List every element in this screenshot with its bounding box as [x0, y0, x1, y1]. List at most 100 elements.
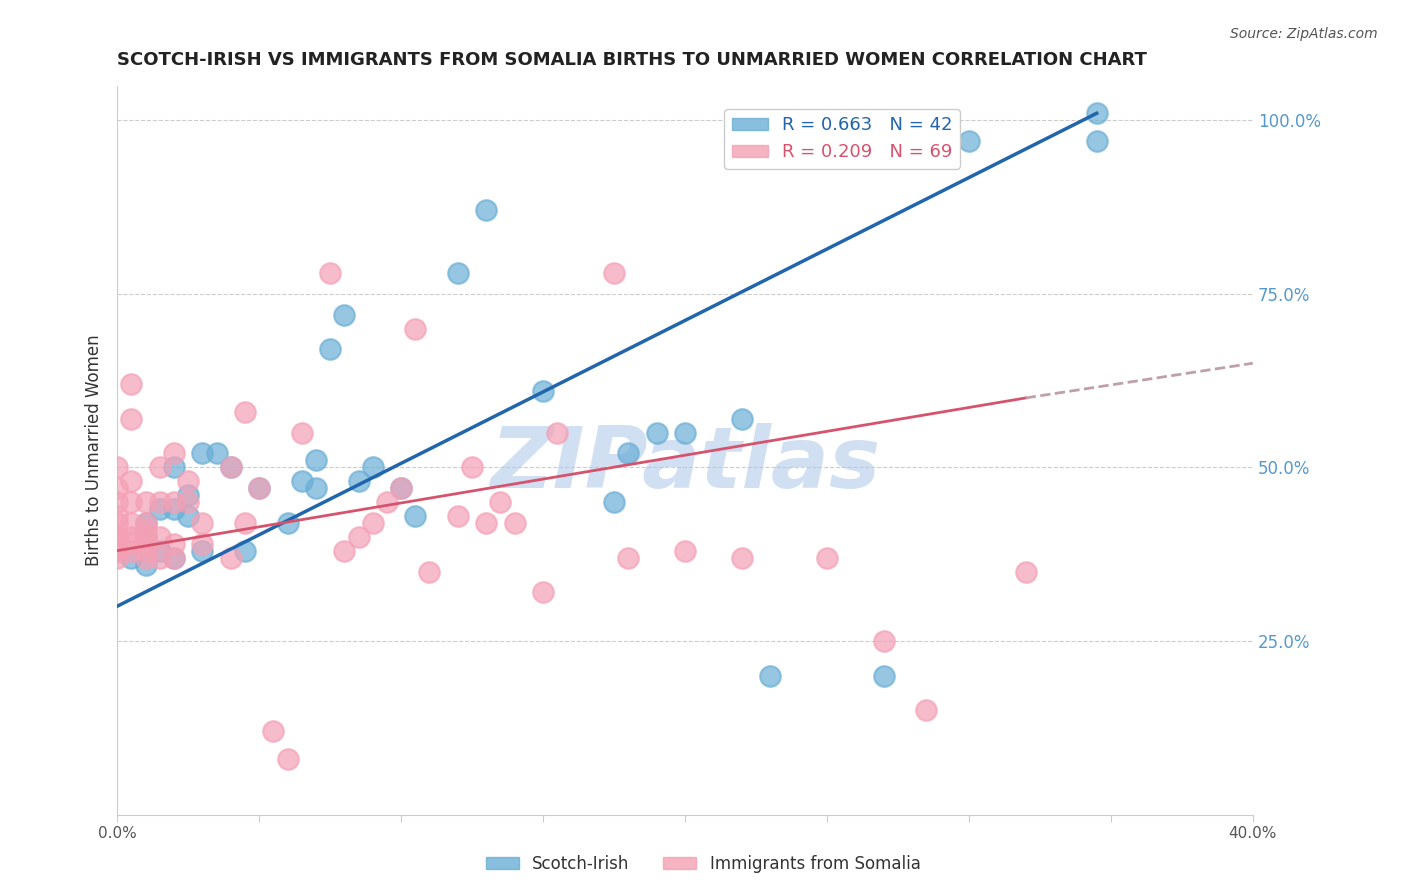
Point — [149, 543, 172, 558]
Point — [163, 550, 186, 565]
Point — [120, 411, 142, 425]
Point — [191, 516, 214, 530]
Point — [404, 508, 426, 523]
Point — [603, 266, 626, 280]
Point — [120, 530, 142, 544]
Point — [105, 516, 128, 530]
Point — [461, 460, 484, 475]
Point — [277, 752, 299, 766]
Point — [120, 475, 142, 489]
Point — [177, 495, 200, 509]
Point — [347, 530, 370, 544]
Point — [1085, 106, 1108, 120]
Point — [105, 460, 128, 475]
Point — [901, 134, 924, 148]
Y-axis label: Births to Unmarried Women: Births to Unmarried Women — [86, 334, 103, 566]
Point — [219, 550, 242, 565]
Point — [105, 543, 128, 558]
Point — [135, 516, 157, 530]
Point — [105, 530, 128, 544]
Point — [873, 634, 896, 648]
Text: ZIPatlas: ZIPatlas — [489, 423, 880, 506]
Point — [731, 550, 754, 565]
Point — [873, 668, 896, 682]
Point — [120, 516, 142, 530]
Point — [291, 475, 314, 489]
Point — [120, 495, 142, 509]
Point — [617, 550, 640, 565]
Point — [603, 495, 626, 509]
Point — [163, 502, 186, 516]
Point — [205, 446, 228, 460]
Point — [1015, 565, 1038, 579]
Point — [135, 530, 157, 544]
Point — [105, 508, 128, 523]
Point — [262, 724, 284, 739]
Point — [105, 543, 128, 558]
Point — [177, 475, 200, 489]
Point — [333, 308, 356, 322]
Text: SCOTCH-IRISH VS IMMIGRANTS FROM SOMALIA BIRTHS TO UNMARRIED WOMEN CORRELATION CH: SCOTCH-IRISH VS IMMIGRANTS FROM SOMALIA … — [117, 51, 1147, 69]
Point — [759, 668, 782, 682]
Point — [389, 481, 412, 495]
Point — [447, 266, 470, 280]
Point — [219, 460, 242, 475]
Point — [233, 516, 256, 530]
Point — [673, 425, 696, 440]
Point — [319, 343, 342, 357]
Point — [404, 321, 426, 335]
Point — [191, 537, 214, 551]
Point — [546, 425, 568, 440]
Point — [233, 405, 256, 419]
Point — [163, 495, 186, 509]
Point — [617, 446, 640, 460]
Point — [915, 703, 938, 717]
Point — [149, 502, 172, 516]
Point — [149, 530, 172, 544]
Point — [105, 530, 128, 544]
Point — [105, 543, 128, 558]
Point — [673, 543, 696, 558]
Point — [163, 460, 186, 475]
Point — [105, 481, 128, 495]
Point — [247, 481, 270, 495]
Point — [277, 516, 299, 530]
Point — [447, 508, 470, 523]
Point — [305, 453, 328, 467]
Point — [815, 550, 838, 565]
Point — [361, 460, 384, 475]
Point — [731, 411, 754, 425]
Point — [135, 495, 157, 509]
Point — [177, 508, 200, 523]
Point — [120, 537, 142, 551]
Point — [219, 460, 242, 475]
Point — [149, 550, 172, 565]
Point — [957, 134, 980, 148]
Point — [291, 425, 314, 440]
Text: Source: ZipAtlas.com: Source: ZipAtlas.com — [1230, 27, 1378, 41]
Point — [233, 543, 256, 558]
Point — [163, 537, 186, 551]
Point — [333, 543, 356, 558]
Point — [135, 530, 157, 544]
Point — [531, 384, 554, 398]
Point — [475, 516, 498, 530]
Point — [191, 543, 214, 558]
Point — [347, 475, 370, 489]
Point — [389, 481, 412, 495]
Point — [319, 266, 342, 280]
Point — [120, 543, 142, 558]
Point — [120, 550, 142, 565]
Point — [503, 516, 526, 530]
Point — [531, 585, 554, 599]
Point — [105, 550, 128, 565]
Point — [135, 558, 157, 572]
Point — [135, 543, 157, 558]
Point — [1085, 134, 1108, 148]
Point — [149, 460, 172, 475]
Point — [105, 530, 128, 544]
Point — [489, 495, 512, 509]
Point — [645, 425, 668, 440]
Point — [105, 495, 128, 509]
Point — [135, 550, 157, 565]
